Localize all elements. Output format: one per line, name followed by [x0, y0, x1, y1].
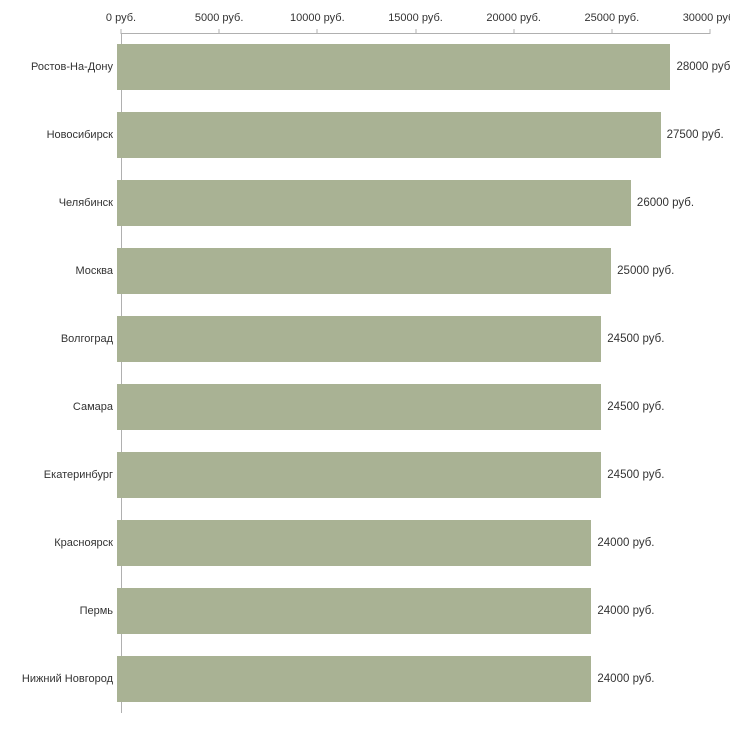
x-axis-tick-label: 20000 руб.: [486, 12, 541, 24]
bar-track: 24000 руб.: [117, 577, 710, 645]
bar-row: Москва 25000 руб.: [0, 237, 730, 305]
value-label: 26000 руб.: [636, 197, 695, 209]
x-axis-tick-label: 0 руб.: [105, 12, 137, 24]
bar: [117, 452, 602, 498]
bar-track: 26000 руб.: [117, 169, 710, 237]
bar-track: 28000 руб.: [117, 33, 730, 101]
x-axis-tick-label: 5000 руб.: [194, 12, 244, 24]
value-label: 24500 руб.: [607, 469, 665, 481]
bar-row: Волгоград 24500 руб.: [0, 305, 730, 373]
value-label: 24000 руб.: [597, 673, 655, 685]
bar-rows: Ростов-На-Дону 28000 руб. Новосибирск 27500…: [0, 33, 730, 713]
bar: [117, 520, 592, 566]
bar-track: 24500 руб.: [117, 373, 710, 441]
category-label: Самара: [72, 401, 113, 413]
value-label: 25000 руб.: [617, 265, 675, 277]
x-axis-tick-label: 15000 руб.: [388, 12, 443, 24]
value-label: 24000 руб.: [597, 537, 655, 549]
value-label: 28000 руб.: [676, 61, 730, 73]
category-label: Екатеринбург: [43, 469, 113, 481]
bar-track: 24000 руб.: [117, 645, 710, 713]
bar-row: Челябинск 26000 руб.: [0, 169, 730, 237]
value-label: 24000 руб.: [597, 605, 655, 617]
bar: [117, 588, 592, 634]
x-axis-tick: [709, 29, 711, 34]
bar-row: Ростов-На-Дону 28000 руб.: [0, 33, 730, 101]
category-label: Москва: [75, 265, 113, 277]
bar-track: 27500 руб.: [117, 101, 724, 169]
value-label: 24500 руб.: [607, 333, 665, 345]
value-label: 27500 руб.: [666, 129, 724, 141]
bar-row: Екатеринбург 24500 руб.: [0, 441, 730, 509]
bar-row: Красноярск 24000 руб.: [0, 509, 730, 577]
bar: [117, 384, 602, 430]
bar-row: Новосибирск 27500 руб.: [0, 101, 730, 169]
x-axis-tick: [611, 29, 613, 34]
bar-row: Пермь 24000 руб.: [0, 577, 730, 645]
x-axis-tick: [513, 29, 515, 34]
bar: [117, 180, 631, 226]
category-label: Пермь: [79, 605, 113, 617]
bar-row: Нижний Новгород 24000 руб.: [0, 645, 730, 713]
bar: [117, 112, 661, 158]
x-axis-tick-label: 30000 руб.: [682, 12, 730, 24]
category-label: Волгоград: [60, 333, 113, 345]
x-axis-tick: [316, 29, 318, 34]
bar-track: 24000 руб.: [117, 509, 710, 577]
bar-track: 24500 руб.: [117, 305, 710, 373]
category-label: Новосибирск: [46, 129, 113, 141]
x-axis-tick-label: 25000 руб.: [584, 12, 640, 24]
bar: [117, 248, 612, 294]
bar: [117, 316, 602, 362]
category-label: Ростов-На-Дону: [30, 61, 113, 73]
bar: [117, 656, 592, 702]
category-label: Красноярск: [54, 537, 113, 549]
value-label: 24500 руб.: [607, 401, 665, 413]
x-axis-tick: [415, 29, 416, 34]
bar-track: 24500 руб.: [117, 441, 710, 509]
y-axis-line: [121, 33, 122, 713]
x-axis-tick: [218, 29, 220, 34]
x-axis-tick-label: 10000 руб.: [290, 12, 345, 24]
bar: [117, 44, 671, 90]
category-label: Нижний Новгород: [21, 673, 113, 685]
bar-track: 25000 руб.: [117, 237, 710, 305]
bar-row: Самара 24500 руб.: [0, 373, 730, 441]
x-axis-tick: [120, 29, 122, 34]
category-label: Челябинск: [58, 197, 113, 209]
